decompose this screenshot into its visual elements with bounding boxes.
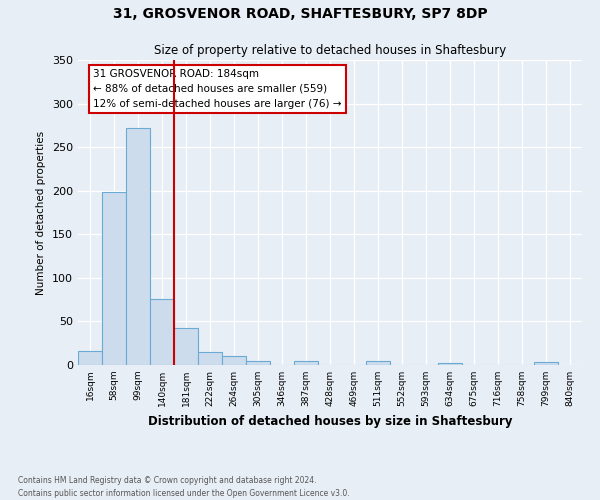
Text: 31, GROSVENOR ROAD, SHAFTESBURY, SP7 8DP: 31, GROSVENOR ROAD, SHAFTESBURY, SP7 8DP	[113, 8, 487, 22]
Bar	[294, 360, 318, 365]
Text: 31 GROSVENOR ROAD: 184sqm
← 88% of detached houses are smaller (559)
12% of semi: 31 GROSVENOR ROAD: 184sqm ← 88% of detac…	[93, 69, 341, 109]
Bar	[438, 364, 462, 365]
Bar	[174, 328, 198, 365]
Bar	[198, 352, 222, 365]
Bar	[366, 360, 390, 365]
Bar	[150, 299, 174, 365]
Bar	[246, 360, 270, 365]
Bar	[78, 351, 102, 365]
Bar	[102, 192, 126, 365]
Y-axis label: Number of detached properties: Number of detached properties	[37, 130, 46, 294]
Text: Contains HM Land Registry data © Crown copyright and database right 2024.
Contai: Contains HM Land Registry data © Crown c…	[18, 476, 350, 498]
Bar	[534, 362, 558, 365]
Bar	[222, 356, 246, 365]
Bar	[126, 128, 150, 365]
X-axis label: Distribution of detached houses by size in Shaftesbury: Distribution of detached houses by size …	[148, 414, 512, 428]
Title: Size of property relative to detached houses in Shaftesbury: Size of property relative to detached ho…	[154, 44, 506, 58]
